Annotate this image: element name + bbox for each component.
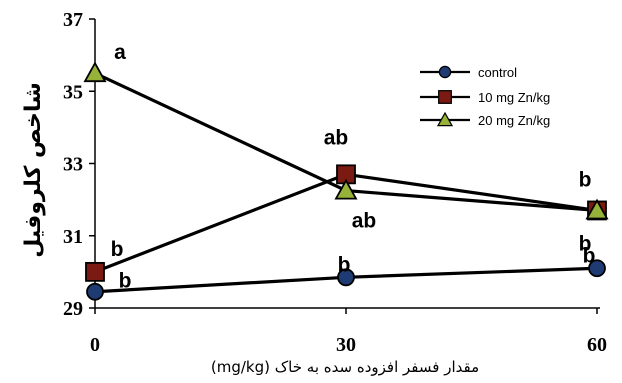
data-point-s0-2 (588, 259, 606, 278)
legend-marker (436, 111, 454, 127)
y-tick-label: 35 (63, 81, 83, 103)
legend-entry: 20 mg Zn/kg (478, 113, 550, 128)
data-point-s2-2 (585, 198, 609, 220)
significance-label: b (338, 253, 351, 276)
x-axis-label: مقدار فسفر افزوده سده به خاک (mg/kg) (211, 358, 479, 376)
significance-label: b (111, 238, 124, 261)
data-point-s2-1 (334, 178, 358, 200)
data-point-s1-0 (85, 261, 105, 282)
legend-marker (438, 65, 452, 79)
legend: control 10 mg Zn/kg 20 mg Zn/kg (420, 65, 550, 128)
y-tick-label: 29 (63, 298, 83, 320)
legend-entry: control (478, 65, 517, 80)
legend-entry: 10 mg Zn/kg (478, 90, 550, 105)
data-point-s0-0 (86, 282, 104, 301)
significance-label: a (114, 41, 126, 64)
y-tick-label: 33 (63, 154, 83, 176)
significance-label: b (583, 244, 596, 267)
series-markers (83, 61, 609, 301)
legend-marker (438, 90, 452, 104)
x-tick-label: 0 (90, 334, 100, 356)
data-point-s0-1 (337, 268, 355, 287)
axes: 29 31 33 35 37 0 30 60 (63, 9, 607, 356)
y-tick-label: 37 (63, 9, 83, 31)
significance-label: b (119, 270, 132, 293)
significance-label: ab (324, 126, 349, 149)
significance-label: b (579, 168, 592, 191)
significance-label: ab (352, 210, 377, 233)
y-axis-label: شاخص کلروفیل (21, 82, 46, 258)
x-tick-label: 60 (587, 334, 607, 356)
significance-label: b (579, 232, 592, 255)
data-point-s2-0 (83, 61, 107, 83)
y-tick-label: 31 (63, 226, 83, 248)
x-tick-label: 30 (336, 334, 356, 356)
